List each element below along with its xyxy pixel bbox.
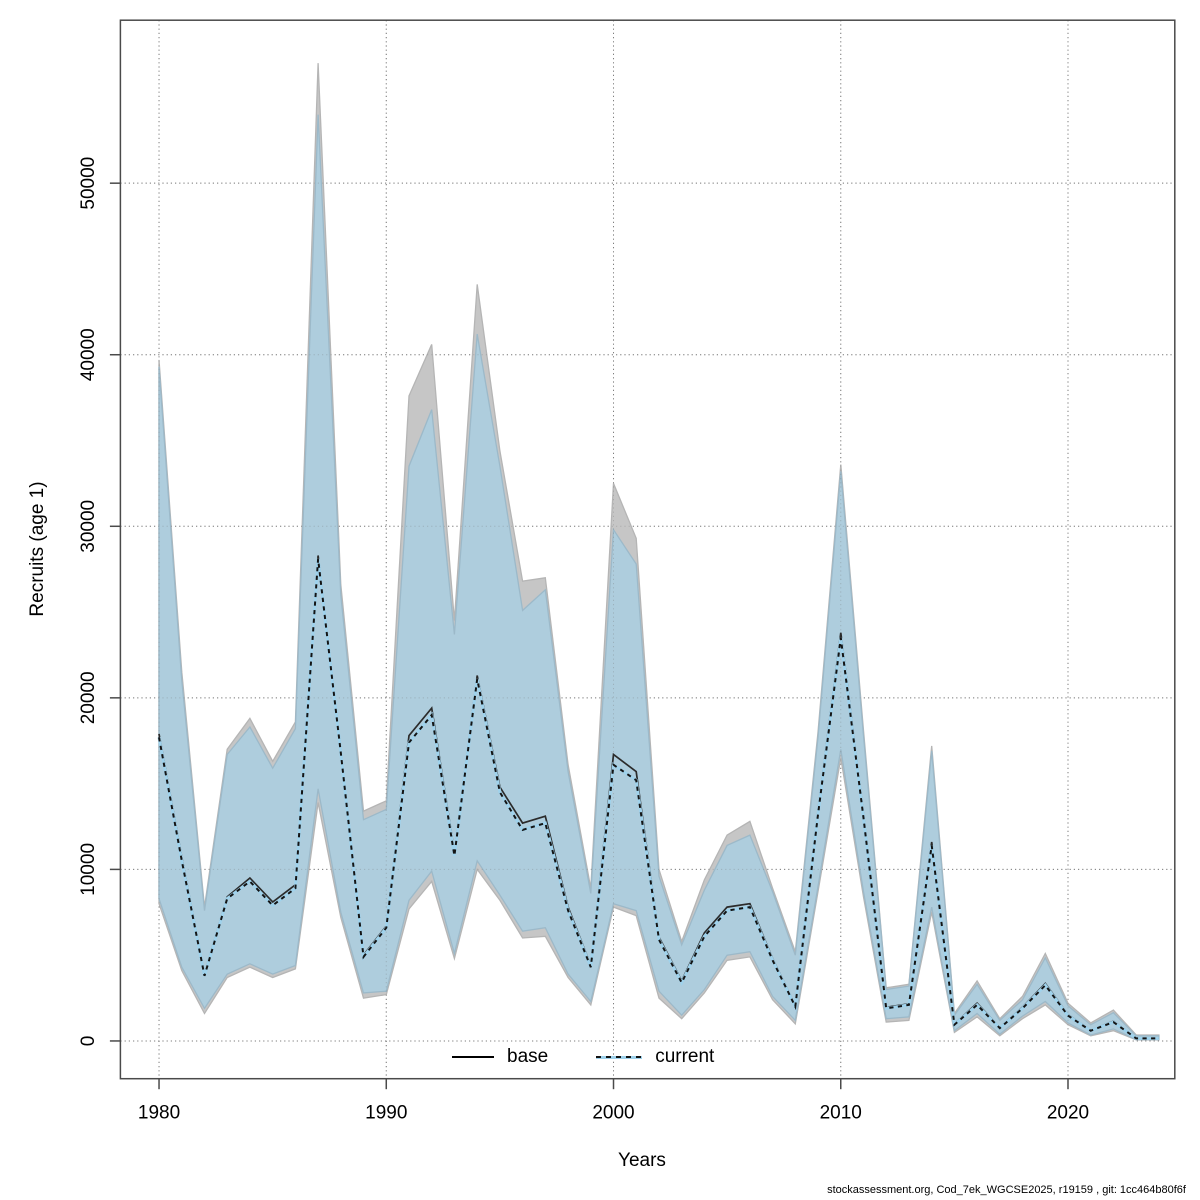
plot-box: [119, 19, 1176, 1080]
chart-legend: base current: [452, 1044, 714, 1070]
current-line-dashed: [158, 558, 1159, 1040]
current-confidence-band: [158, 114, 1160, 1041]
x-tick-label: 2020: [1047, 1103, 1089, 1124]
x-axis-label: Years: [618, 1150, 666, 1171]
y-axis-label: Recruits (age 1): [27, 481, 48, 617]
y-tick-label: 20000: [78, 671, 99, 724]
gridlines-overlay: [120, 20, 1175, 1079]
footer-citation: stockassessment.org, Cod_7ek_WGCSE2025, …: [827, 1184, 1186, 1196]
plot-series: [120, 20, 1175, 1079]
y-tick-label: 30000: [78, 500, 99, 553]
legend-current-dashes: [596, 1056, 643, 1059]
legend-base-label: base: [507, 1046, 549, 1067]
y-tick-label: 50000: [78, 157, 99, 210]
x-tick-label: 2000: [592, 1103, 634, 1124]
x-tick-label: 2010: [820, 1103, 862, 1124]
legend-current-line-sample: [596, 1055, 643, 1060]
x-tick-label: 1980: [138, 1103, 180, 1124]
y-tick-label: 40000: [78, 328, 99, 381]
legend-base-line-sample: [452, 1055, 494, 1059]
axis-ticks: 1980 1990 2000 2010 2020 0 10000 20000 30000 4000…: [78, 157, 1089, 1124]
y-tick-label: 0: [78, 1036, 99, 1047]
y-tick-label: 10000: [78, 843, 99, 896]
x-tick-label: 1990: [365, 1103, 407, 1124]
legend-current-label: current: [655, 1046, 715, 1067]
